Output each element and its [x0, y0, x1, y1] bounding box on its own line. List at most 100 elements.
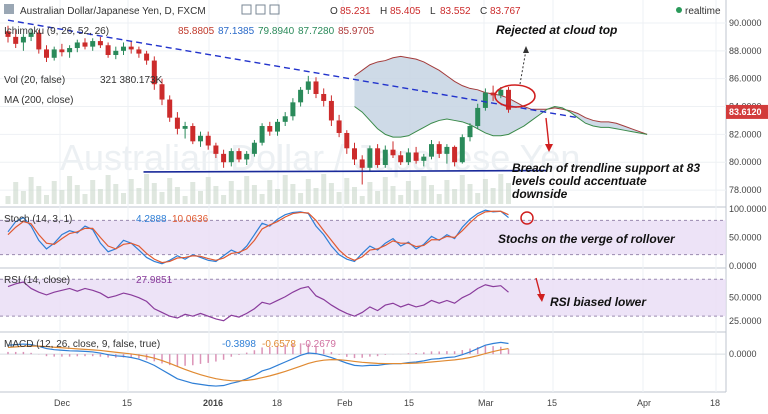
candle-body	[405, 152, 411, 163]
volume-bar	[251, 185, 257, 204]
volume-bar	[275, 189, 280, 204]
volume-bar	[490, 188, 496, 204]
x-tick-label: 15	[122, 398, 132, 408]
candle-body	[313, 81, 319, 94]
volume-bar	[28, 177, 34, 204]
rejection-circle	[494, 84, 536, 108]
ichimoku-legend[interactable]: Ichimoku (9, 26, 52, 26)	[4, 26, 109, 37]
volume-bar	[267, 180, 273, 204]
candle-body	[467, 126, 473, 138]
candle-body	[444, 146, 450, 154]
volume-bar	[97, 189, 103, 204]
candle-body	[182, 126, 188, 129]
eye-icon[interactable]	[241, 4, 252, 15]
candle-body	[198, 135, 203, 142]
vol-legend[interactable]: Vol (20, false)	[4, 75, 65, 86]
candle-body	[82, 42, 88, 47]
stoch-legend[interactable]: Stoch (14, 3, 1)	[4, 214, 72, 225]
volume-bar	[436, 194, 442, 204]
candle-body	[28, 32, 34, 37]
last-price-badge	[726, 104, 768, 119]
x-tick-label: 18	[710, 398, 720, 408]
volume-bar	[405, 181, 411, 204]
rejected-arrow	[519, 49, 527, 85]
macd-legend[interactable]: MACD (12, 26, close, 9, false, true)	[4, 339, 160, 350]
volume-bar	[20, 191, 26, 204]
volume-bar	[167, 178, 173, 204]
volume-bar	[190, 182, 196, 204]
candle-body	[190, 126, 196, 142]
price-tick-label: 88.0000	[729, 46, 762, 56]
stoch-k-value: 4.2888	[136, 214, 167, 225]
x-tick-label: Apr	[637, 398, 651, 408]
ohlc-high: 85.405	[390, 6, 421, 17]
candle-body	[97, 41, 103, 46]
ohlc-open: 85.231	[340, 6, 371, 17]
volume-bar	[336, 192, 342, 204]
volume-bar	[459, 175, 465, 204]
ohlc-open-label: O	[330, 6, 338, 17]
candle-body	[475, 107, 481, 127]
volume-bar	[413, 190, 419, 204]
volume-bar	[290, 184, 296, 204]
axis-layer: Dec 15 2016 18 Feb 15 Mar 15 Apr 18 90.0000 88.0000…	[54, 18, 767, 408]
rsi-legend[interactable]: RSI (14, close)	[4, 275, 70, 286]
price-tick-label: 86.0000	[729, 74, 762, 84]
annotation-breach-3: downside	[512, 187, 568, 201]
candle-body	[44, 49, 49, 58]
candle-body	[144, 53, 150, 61]
volume-layer	[5, 174, 511, 204]
realtime-status: realtime	[685, 6, 721, 17]
candle-body	[267, 126, 273, 132]
volume-bar	[113, 184, 119, 204]
rsi-arrow-head	[537, 294, 545, 302]
volume-bar	[13, 182, 19, 204]
price-tick-label: 80.0000	[729, 157, 762, 167]
candle-body	[367, 148, 373, 168]
candle-body	[328, 100, 334, 121]
indicator-legends: Ichimoku (9, 26, 52, 26) 85.8805 87.1385…	[4, 26, 375, 350]
candle-body	[382, 149, 388, 166]
price-tick-label: 90.0000	[729, 18, 762, 28]
candle-body	[352, 148, 357, 160]
volume-bar	[74, 185, 80, 204]
settings-icon[interactable]	[255, 4, 266, 15]
volume-bar	[398, 195, 404, 204]
x-tick-label: 2016	[203, 398, 223, 408]
ma-legend[interactable]: MA (200, close)	[4, 95, 73, 106]
volume-bar	[482, 179, 488, 204]
ichimoku-value-2: 87.1385	[218, 26, 255, 37]
candle-body	[213, 145, 219, 154]
volume-bar	[429, 185, 434, 204]
volume-bar	[498, 174, 504, 204]
candle-body	[236, 151, 242, 160]
candle-body	[174, 117, 180, 129]
x-tick-label: Dec	[54, 398, 71, 408]
vol-value: 321 380.173K	[100, 75, 163, 86]
breach-arrow	[545, 117, 550, 147]
candle-body	[221, 153, 227, 163]
candle-body	[290, 102, 296, 117]
candle-body	[244, 153, 250, 160]
volume-bar	[244, 176, 250, 204]
ohlc-high-label: H	[380, 6, 387, 17]
volume-bar	[182, 196, 188, 204]
rsi-tick-label: 50.0000	[729, 293, 762, 303]
ohlc-close: 83.767	[490, 6, 521, 17]
signal-value: -0.6578	[262, 339, 296, 350]
ichimoku-value-4: 87.7280	[298, 26, 335, 37]
candle-body	[452, 146, 458, 163]
volume-bar	[444, 180, 450, 204]
collapse-icon[interactable]	[4, 4, 14, 14]
volume-bar	[328, 183, 334, 204]
ichimoku-value-1: 85.8805	[178, 26, 215, 37]
candle-body	[275, 121, 280, 132]
candle-body	[121, 46, 126, 51]
candle-body	[5, 31, 11, 37]
candle-body	[305, 81, 311, 90]
volume-bar	[467, 184, 473, 204]
close-icon[interactable]	[269, 4, 280, 15]
realtime-icon	[676, 7, 682, 13]
volume-bar	[452, 189, 458, 204]
candle-body	[421, 156, 427, 161]
